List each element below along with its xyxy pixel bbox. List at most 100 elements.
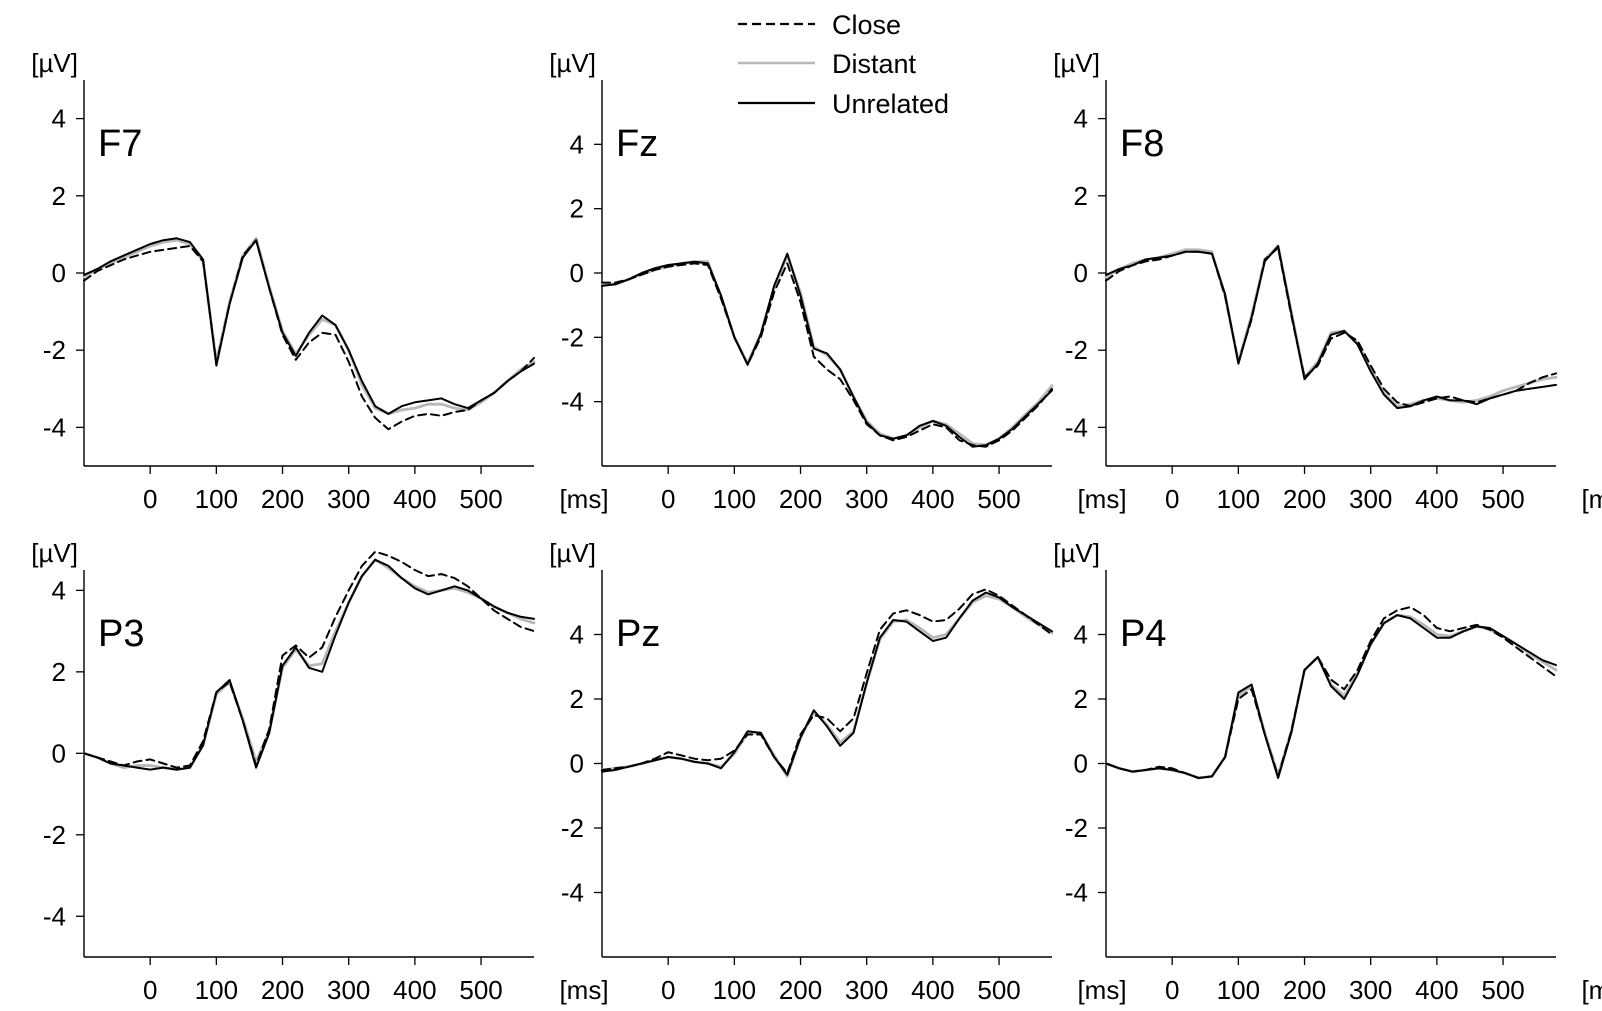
- x-tick-label: 200: [1283, 975, 1326, 1005]
- y-tick-label: -2: [43, 335, 66, 365]
- y-tick-label: 4: [52, 104, 66, 134]
- series-line-unrelated: [1105, 245, 1557, 410]
- series-line-close: [601, 588, 1053, 775]
- panel-p3: 4 2 0 -2 -4 0 100 200 300 400 500 [ms] [µV] P3: [31, 538, 608, 1005]
- x-tick-label: 0: [1165, 484, 1179, 514]
- x-tick-label: 500: [977, 975, 1020, 1005]
- y-unit-label: [µV]: [1053, 538, 1100, 568]
- y-tick-label: 0: [1074, 749, 1088, 779]
- series-line-distant: [82, 236, 536, 416]
- x-tick-label: 300: [1349, 975, 1392, 1005]
- y-tick-label: 0: [52, 258, 66, 288]
- series-line-close: [83, 550, 535, 769]
- y-tick-label: -4: [43, 901, 66, 931]
- series-line-close: [601, 262, 1053, 448]
- y-tick-label: -2: [1065, 813, 1088, 843]
- electrode-label: F8: [1120, 123, 1164, 165]
- panels: 420-2-40 100 200 300 400 500 [ms][µV]F7 420-2-4…: [31, 48, 1602, 1005]
- x-tick-label: 300: [845, 975, 888, 1005]
- series-line-close: [1105, 606, 1557, 779]
- y-tick-label: 2: [570, 194, 584, 224]
- y-tick-label: 0: [1074, 258, 1088, 288]
- series-line-unrelated: [601, 591, 1053, 776]
- legend-label-unrelated: Unrelated: [832, 89, 949, 119]
- y-tick-label: 4: [1074, 620, 1088, 650]
- x-tick-label: 200: [261, 484, 304, 514]
- x-tick-label: 100: [195, 975, 238, 1005]
- x-tick-label: 100: [1217, 975, 1260, 1005]
- y-tick-label: -2: [561, 322, 584, 352]
- y-tick-label: 2: [1074, 181, 1088, 211]
- y-tick-label: -4: [561, 387, 584, 417]
- y-tick-label: -2: [1065, 335, 1088, 365]
- y-tick-label: 4: [570, 620, 584, 650]
- x-tick-label: 500: [459, 484, 502, 514]
- x-tick-label: 300: [845, 484, 888, 514]
- panel-f7: 4 2 0 -2 -4 0 100 200 300 400 500 [ms] [µV] F7: [31, 48, 608, 514]
- series-line-distant: [600, 253, 1054, 447]
- x-tick-label: 400: [911, 975, 954, 1005]
- series-line-unrelated: [601, 252, 1053, 448]
- x-tick-label: 400: [1415, 484, 1458, 514]
- x-tick-label: 0: [143, 975, 157, 1005]
- x-tick-label: 0: [1165, 975, 1179, 1005]
- x-tick-label: 300: [327, 975, 370, 1005]
- y-tick-label: 0: [570, 749, 584, 779]
- legend-item-unrelated: Unrelated: [738, 89, 949, 119]
- x-tick-label: 500: [1481, 484, 1524, 514]
- series-line-unrelated: [83, 558, 535, 771]
- y-tick-label: 2: [52, 657, 66, 687]
- series-line-distant: [82, 558, 536, 771]
- y-tick-label: 2: [570, 684, 584, 714]
- y-tick-label: 0: [570, 258, 584, 288]
- x-tick-label: 400: [1415, 975, 1458, 1005]
- x-tick-label: 400: [393, 484, 436, 514]
- panel-fz: 4 2 0 -2 -4 0 100 200 300 400 500 [ms] [µV] Fz: [549, 48, 1126, 514]
- x-tick-label: 200: [779, 975, 822, 1005]
- panel-pz: 4 2 0 -2 -4 0 100 200 300 400 500 [ms] [µV] Pz: [549, 538, 1126, 1005]
- y-tick-label: -4: [1065, 412, 1088, 442]
- panel-p4: 4 2 0 -2 -4 0 100 200 300 400 500 [ms] [µV] P4: [1053, 538, 1602, 1005]
- y-unit-label: [µV]: [1053, 48, 1100, 78]
- y-tick-label: 4: [1074, 104, 1088, 134]
- series-line-unrelated: [83, 237, 535, 415]
- series-line-distant: [1104, 613, 1558, 780]
- y-unit-label: [µV]: [31, 48, 78, 78]
- x-tick-label: 400: [911, 484, 954, 514]
- y-tick-label: 2: [52, 181, 66, 211]
- x-tick-label: 300: [1349, 484, 1392, 514]
- series-line-distant: [600, 594, 1054, 778]
- x-tick-label: 200: [779, 484, 822, 514]
- y-tick-label: 0: [52, 738, 66, 768]
- x-tick-label: 200: [261, 975, 304, 1005]
- legend-label-close: Close: [832, 10, 901, 40]
- y-unit-label: [µV]: [549, 538, 596, 568]
- x-tick-label: 100: [713, 975, 756, 1005]
- series-line-close: [1105, 246, 1557, 408]
- x-tick-label: 0: [661, 484, 675, 514]
- legend-label-distant: Distant: [832, 49, 917, 79]
- panel-f8: 4 2 0 -2 -4 0 100 200 300 400 500 [ms] [µV] F8: [1053, 48, 1602, 514]
- electrode-label: P4: [1120, 613, 1166, 655]
- x-unit-label: [ms]: [1581, 484, 1602, 514]
- x-tick-label: 500: [977, 484, 1020, 514]
- y-tick-label: -4: [43, 412, 66, 442]
- x-tick-label: 200: [1283, 484, 1326, 514]
- x-tick-label: 100: [1217, 484, 1260, 514]
- x-unit-label: [ms]: [1581, 975, 1602, 1005]
- x-tick-label: 400: [393, 975, 436, 1005]
- y-tick-label: -4: [1065, 878, 1088, 908]
- y-tick-label: -2: [561, 813, 584, 843]
- y-tick-label: -2: [43, 820, 66, 850]
- x-tick-label: 500: [1481, 975, 1524, 1005]
- electrode-label: P3: [98, 613, 144, 655]
- x-unit-label: [ms]: [1077, 484, 1126, 514]
- x-unit-label: [ms]: [559, 975, 608, 1005]
- x-tick-label: 100: [713, 484, 756, 514]
- legend-item-close: Close: [738, 10, 901, 40]
- x-tick-label: 0: [143, 484, 157, 514]
- x-unit-label: [ms]: [1077, 975, 1126, 1005]
- y-unit-label: [µV]: [31, 538, 78, 568]
- y-tick-label: 4: [52, 575, 66, 605]
